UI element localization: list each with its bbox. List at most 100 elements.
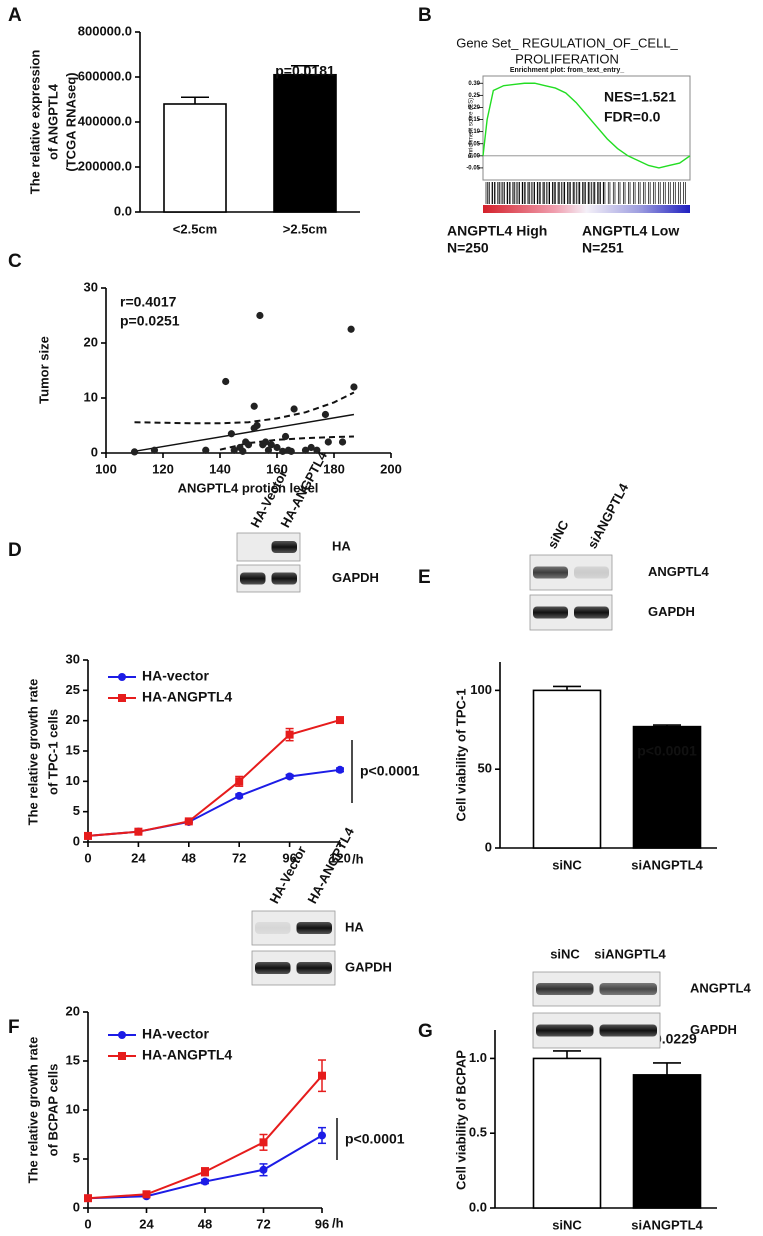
fit-line bbox=[134, 413, 355, 453]
y-tick-label: 10 bbox=[66, 773, 80, 788]
point bbox=[202, 446, 210, 454]
chart-subtitle: Enrichment plot: from_text_entry_ bbox=[510, 67, 624, 74]
blot-band bbox=[574, 566, 609, 579]
x-tick-label: 160 bbox=[266, 461, 288, 476]
point bbox=[336, 716, 344, 725]
y-tick-label: 1.0 bbox=[469, 1050, 487, 1065]
point bbox=[350, 383, 358, 391]
point bbox=[285, 772, 294, 781]
x-tick-label: 140 bbox=[209, 461, 231, 476]
y-axis-label: Cell viability of BCPAP bbox=[453, 1050, 468, 1190]
blot-row-label: HA bbox=[345, 919, 364, 934]
plot-frame bbox=[482, 75, 691, 181]
annotation: p<0.0001 bbox=[360, 763, 420, 779]
bar bbox=[163, 103, 227, 213]
blot-row-label: GAPDH bbox=[690, 1022, 737, 1037]
y-tick-label: 0 bbox=[73, 1199, 80, 1214]
y-axis-label: of BCPAP cells bbox=[45, 1064, 60, 1157]
y-axis-label: The relative growth rate bbox=[25, 1037, 40, 1184]
point bbox=[336, 765, 344, 774]
point bbox=[347, 325, 355, 333]
x-tick-label: 120 bbox=[152, 461, 174, 476]
y-tick-label: 100 bbox=[470, 682, 492, 697]
y-tick-label: 600000.0 bbox=[78, 68, 132, 83]
blot-band bbox=[599, 1024, 657, 1037]
point bbox=[256, 311, 264, 320]
point bbox=[222, 377, 230, 386]
y-axis-label: Cell viability of TPC-1 bbox=[453, 689, 468, 822]
point bbox=[184, 817, 193, 826]
y-tick-label: 0 bbox=[91, 444, 98, 459]
annotation: p=0.0251 bbox=[120, 313, 180, 329]
x-tick-label: 120 bbox=[329, 850, 351, 865]
point bbox=[239, 447, 247, 455]
annotation: FDR=0.0 bbox=[604, 109, 661, 125]
panel-letter: G bbox=[418, 1021, 433, 1042]
point bbox=[142, 1190, 151, 1199]
blot-band bbox=[271, 541, 297, 553]
x-tick-label: 24 bbox=[131, 850, 146, 865]
point bbox=[253, 421, 261, 430]
panel-letter: C bbox=[8, 251, 22, 272]
y-tick-label: 0 bbox=[485, 839, 492, 854]
blot-row-label: GAPDH bbox=[648, 604, 695, 619]
panel-letter: A bbox=[8, 5, 22, 26]
blot-band bbox=[240, 572, 266, 585]
y-tick-label: 50 bbox=[478, 761, 492, 776]
error-bar bbox=[653, 1062, 681, 1075]
x-tick-label: 96 bbox=[315, 1216, 329, 1231]
point bbox=[259, 1165, 268, 1174]
y-tick-label: 15 bbox=[66, 742, 80, 757]
point bbox=[235, 777, 244, 786]
blot-band bbox=[533, 566, 568, 579]
point bbox=[130, 448, 139, 456]
annotation: p<0.0001 bbox=[637, 743, 697, 759]
confidence-band bbox=[134, 391, 355, 425]
x-tick-label: siANGPTL4 bbox=[631, 1217, 703, 1232]
annotation: r=0.4017 bbox=[120, 294, 177, 310]
point bbox=[201, 1177, 209, 1186]
x-tick-label: 72 bbox=[256, 1216, 270, 1231]
series-line bbox=[87, 768, 341, 837]
x-tick-label: 100 bbox=[95, 461, 117, 476]
series-line bbox=[87, 1134, 323, 1200]
y-tick-label: 10 bbox=[84, 389, 98, 404]
blot-band bbox=[296, 962, 332, 974]
legend-marker bbox=[118, 1031, 126, 1039]
bar bbox=[532, 689, 602, 849]
point bbox=[262, 438, 270, 446]
point bbox=[267, 441, 275, 449]
legend-label: HA-ANGPTL4 bbox=[142, 1047, 232, 1063]
point bbox=[134, 827, 143, 836]
y-axis-label: The relative expression bbox=[27, 50, 42, 195]
blot-row-label: ANGPTL4 bbox=[648, 564, 709, 579]
blot-band bbox=[271, 572, 297, 585]
y-tick-label: 0.00 bbox=[468, 153, 480, 159]
panel-letter: E bbox=[418, 567, 431, 588]
y-tick-label: 0.30 bbox=[468, 81, 480, 87]
blot-row-label: GAPDH bbox=[332, 570, 379, 585]
x-tick-label: >2.5cm bbox=[283, 221, 327, 236]
y-tick-label: 400000.0 bbox=[78, 113, 132, 128]
y-tick-label: -0.05 bbox=[466, 165, 480, 171]
y-axis-label: Tumor size bbox=[36, 336, 51, 404]
annotation: p=0.0181 bbox=[275, 63, 335, 79]
x-tick-label: siNC bbox=[552, 1217, 582, 1232]
bar bbox=[532, 1057, 602, 1209]
blot-band bbox=[255, 922, 291, 934]
blot-band bbox=[533, 606, 568, 619]
error-bar bbox=[553, 1050, 581, 1059]
blot-band bbox=[255, 962, 291, 974]
x-tick-label: 0 bbox=[84, 850, 91, 865]
point bbox=[318, 1131, 326, 1140]
point bbox=[84, 831, 92, 840]
bar bbox=[632, 725, 702, 849]
y-tick-label: 0.20 bbox=[468, 105, 480, 111]
y-tick-label: 0.15 bbox=[468, 117, 480, 123]
point bbox=[285, 730, 294, 739]
legend-marker bbox=[118, 694, 126, 702]
point bbox=[307, 443, 315, 452]
legend-label: HA-vector bbox=[142, 1026, 209, 1042]
blot-lane-label: siANGPTL4 bbox=[594, 946, 666, 961]
